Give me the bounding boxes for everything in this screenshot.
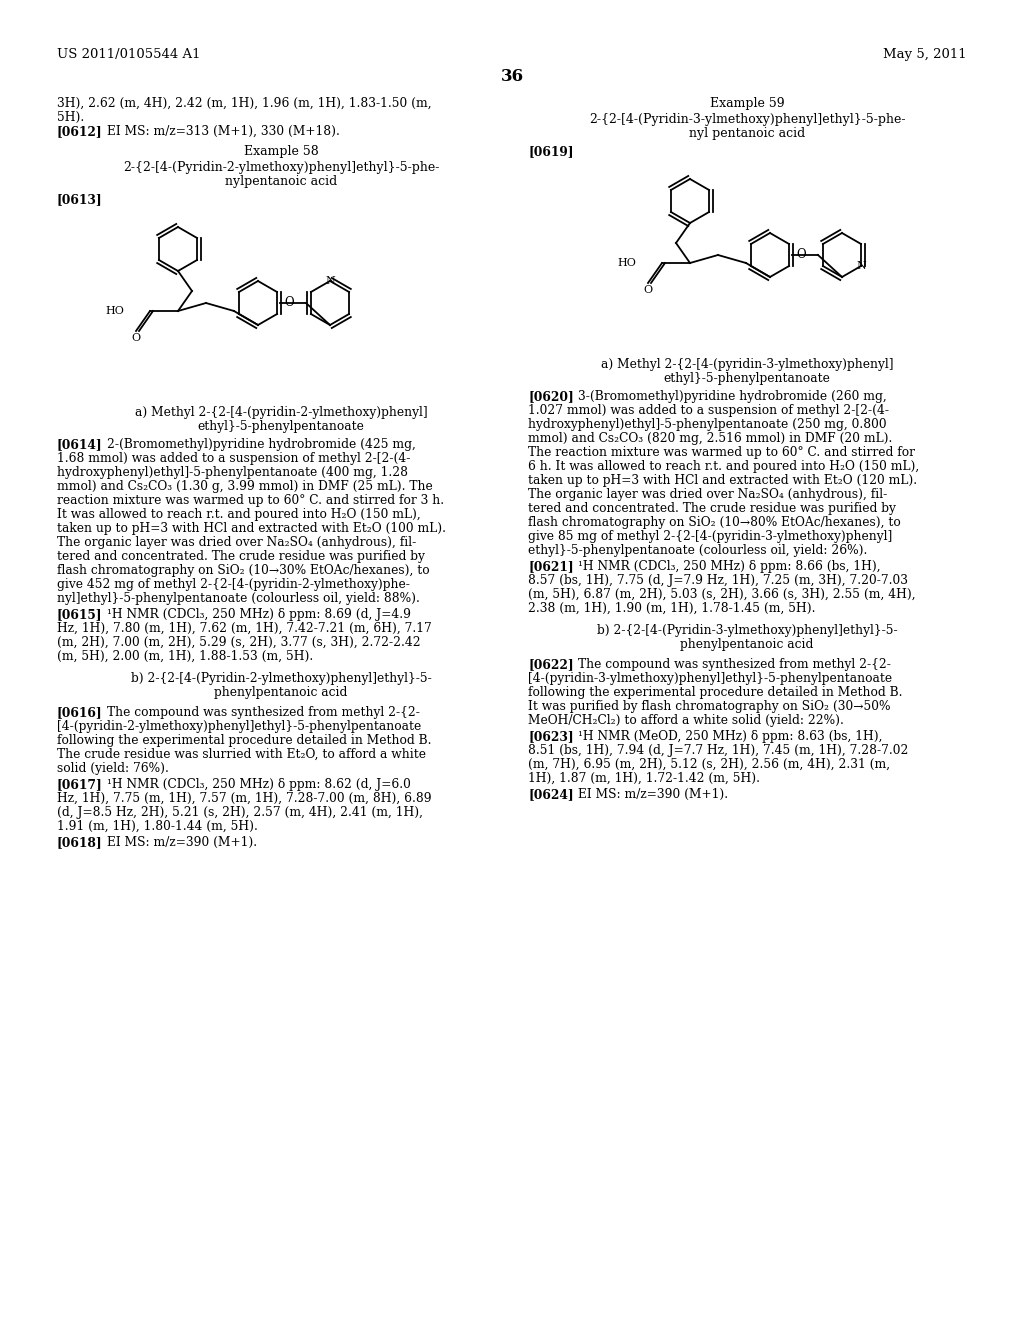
Text: O: O — [284, 297, 294, 309]
Text: The organic layer was dried over Na₂SO₄ (anhydrous), fil-: The organic layer was dried over Na₂SO₄ … — [57, 536, 416, 549]
Text: Example 59: Example 59 — [710, 96, 784, 110]
Text: 2-{2-[4-(Pyridin-2-ylmethoxy)phenyl]ethyl}-5-phe-: 2-{2-[4-(Pyridin-2-ylmethoxy)phenyl]ethy… — [123, 161, 439, 174]
Text: mmol) and Cs₂CO₃ (820 mg, 2.516 mmol) in DMF (20 mL).: mmol) and Cs₂CO₃ (820 mg, 2.516 mmol) in… — [528, 432, 892, 445]
Text: 8.51 (bs, 1H), 7.94 (d, J=7.7 Hz, 1H), 7.45 (m, 1H), 7.28-7.02: 8.51 (bs, 1H), 7.94 (d, J=7.7 Hz, 1H), 7… — [528, 744, 908, 756]
Text: solid (yield: 76%).: solid (yield: 76%). — [57, 762, 169, 775]
Text: 1.91 (m, 1H), 1.80-1.44 (m, 5H).: 1.91 (m, 1H), 1.80-1.44 (m, 5H). — [57, 820, 258, 833]
Text: [0614]: [0614] — [57, 438, 102, 451]
Text: The reaction mixture was warmed up to 60° C. and stirred for: The reaction mixture was warmed up to 60… — [528, 446, 915, 459]
Text: [0616]: [0616] — [57, 706, 102, 719]
Text: [0618]: [0618] — [57, 836, 102, 849]
Text: nylpentanoic acid: nylpentanoic acid — [225, 176, 337, 187]
Text: a) Methyl 2-{2-[4-(pyridin-2-ylmethoxy)phenyl]: a) Methyl 2-{2-[4-(pyridin-2-ylmethoxy)p… — [135, 407, 427, 418]
Text: HO: HO — [105, 306, 124, 315]
Text: tered and concentrated. The crude residue was purified by: tered and concentrated. The crude residu… — [57, 550, 425, 564]
Text: 1.027 mmol) was added to a suspension of methyl 2-[2-(4-: 1.027 mmol) was added to a suspension of… — [528, 404, 889, 417]
Text: It was allowed to reach r.t. and poured into H₂O (150 mL),: It was allowed to reach r.t. and poured … — [57, 508, 421, 521]
Text: taken up to pH=3 with HCl and extracted with Et₂O (100 mL).: taken up to pH=3 with HCl and extracted … — [57, 521, 446, 535]
Text: mmol) and Cs₂CO₃ (1.30 g, 3.99 mmol) in DMF (25 mL). The: mmol) and Cs₂CO₃ (1.30 g, 3.99 mmol) in … — [57, 480, 433, 492]
Text: The compound was synthesized from methyl 2-{2-: The compound was synthesized from methyl… — [106, 706, 420, 719]
Text: flash chromatography on SiO₂ (10→30% EtOAc/hexanes), to: flash chromatography on SiO₂ (10→30% EtO… — [57, 564, 430, 577]
Text: ethyl}-5-phenylpentanoate: ethyl}-5-phenylpentanoate — [664, 372, 830, 385]
Text: give 452 mg of methyl 2-{2-[4-(pyridin-2-ylmethoxy)phe-: give 452 mg of methyl 2-{2-[4-(pyridin-2… — [57, 578, 410, 591]
Text: [0613]: [0613] — [57, 193, 102, 206]
Text: 2.38 (m, 1H), 1.90 (m, 1H), 1.78-1.45 (m, 5H).: 2.38 (m, 1H), 1.90 (m, 1H), 1.78-1.45 (m… — [528, 602, 815, 615]
Text: [0617]: [0617] — [57, 777, 102, 791]
Text: The crude residue was slurried with Et₂O, to afford a white: The crude residue was slurried with Et₂O… — [57, 748, 426, 762]
Text: reaction mixture was warmed up to 60° C. and stirred for 3 h.: reaction mixture was warmed up to 60° C.… — [57, 494, 444, 507]
Text: ¹H NMR (MeOD, 250 MHz) δ ppm: 8.63 (bs, 1H),: ¹H NMR (MeOD, 250 MHz) δ ppm: 8.63 (bs, … — [578, 730, 883, 743]
Text: tered and concentrated. The crude residue was purified by: tered and concentrated. The crude residu… — [528, 502, 896, 515]
Text: (m, 5H), 6.87 (m, 2H), 5.03 (s, 2H), 3.66 (s, 3H), 2.55 (m, 4H),: (m, 5H), 6.87 (m, 2H), 5.03 (s, 2H), 3.6… — [528, 587, 915, 601]
Text: 6 h. It was allowed to reach r.t. and poured into H₂O (150 mL),: 6 h. It was allowed to reach r.t. and po… — [528, 459, 920, 473]
Text: 1H), 1.87 (m, 1H), 1.72-1.42 (m, 5H).: 1H), 1.87 (m, 1H), 1.72-1.42 (m, 5H). — [528, 772, 760, 785]
Text: US 2011/0105544 A1: US 2011/0105544 A1 — [57, 48, 201, 61]
Text: ¹H NMR (CDCl₃, 250 MHz) δ ppm: 8.69 (d, J=4.9: ¹H NMR (CDCl₃, 250 MHz) δ ppm: 8.69 (d, … — [106, 609, 411, 620]
Text: [0623]: [0623] — [528, 730, 573, 743]
Text: a) Methyl 2-{2-[4-(pyridin-3-ylmethoxy)phenyl]: a) Methyl 2-{2-[4-(pyridin-3-ylmethoxy)p… — [601, 358, 893, 371]
Text: 2-(Bromomethyl)pyridine hydrobromide (425 mg,: 2-(Bromomethyl)pyridine hydrobromide (42… — [106, 438, 416, 451]
Text: nyl pentanoic acid: nyl pentanoic acid — [689, 127, 805, 140]
Text: MeOH/CH₂Cl₂) to afford a white solid (yield: 22%).: MeOH/CH₂Cl₂) to afford a white solid (yi… — [528, 714, 844, 727]
Text: The organic layer was dried over Na₂SO₄ (anhydrous), fil-: The organic layer was dried over Na₂SO₄ … — [528, 488, 887, 502]
Text: phenylpentanoic acid: phenylpentanoic acid — [214, 686, 348, 700]
Text: 3-(Bromomethyl)pyridine hydrobromide (260 mg,: 3-(Bromomethyl)pyridine hydrobromide (26… — [578, 389, 887, 403]
Text: phenylpentanoic acid: phenylpentanoic acid — [680, 638, 814, 651]
Text: EI MS: m/z=313 (M+1), 330 (M+18).: EI MS: m/z=313 (M+1), 330 (M+18). — [106, 125, 340, 139]
Text: give 85 mg of methyl 2-{2-[4-(pyridin-3-ylmethoxy)phenyl]: give 85 mg of methyl 2-{2-[4-(pyridin-3-… — [528, 531, 892, 543]
Text: [0619]: [0619] — [528, 145, 573, 158]
Text: 3H), 2.62 (m, 4H), 2.42 (m, 1H), 1.96 (m, 1H), 1.83-1.50 (m,: 3H), 2.62 (m, 4H), 2.42 (m, 1H), 1.96 (m… — [57, 96, 432, 110]
Text: O: O — [796, 248, 806, 261]
Text: (m, 7H), 6.95 (m, 2H), 5.12 (s, 2H), 2.56 (m, 4H), 2.31 (m,: (m, 7H), 6.95 (m, 2H), 5.12 (s, 2H), 2.5… — [528, 758, 890, 771]
Text: 8.57 (bs, 1H), 7.75 (d, J=7.9 Hz, 1H), 7.25 (m, 3H), 7.20-7.03: 8.57 (bs, 1H), 7.75 (d, J=7.9 Hz, 1H), 7… — [528, 574, 908, 587]
Text: [4-(pyridin-3-ylmethoxy)phenyl]ethyl}-5-phenylpentanoate: [4-(pyridin-3-ylmethoxy)phenyl]ethyl}-5-… — [528, 672, 892, 685]
Text: ethyl}-5-phenylpentanoate: ethyl}-5-phenylpentanoate — [198, 420, 365, 433]
Text: Hz, 1H), 7.75 (m, 1H), 7.57 (m, 1H), 7.28-7.00 (m, 8H), 6.89: Hz, 1H), 7.75 (m, 1H), 7.57 (m, 1H), 7.2… — [57, 792, 432, 805]
Text: [0621]: [0621] — [528, 560, 573, 573]
Text: 5H).: 5H). — [57, 111, 84, 124]
Text: b) 2-{2-[4-(Pyridin-3-ylmethoxy)phenyl]ethyl}-5-: b) 2-{2-[4-(Pyridin-3-ylmethoxy)phenyl]e… — [597, 624, 897, 638]
Text: ¹H NMR (CDCl₃, 250 MHz) δ ppm: 8.66 (bs, 1H),: ¹H NMR (CDCl₃, 250 MHz) δ ppm: 8.66 (bs,… — [578, 560, 881, 573]
Text: [0612]: [0612] — [57, 125, 102, 139]
Text: HO: HO — [617, 257, 636, 268]
Text: (m, 2H), 7.00 (m, 2H), 5.29 (s, 2H), 3.77 (s, 3H), 2.72-2.42: (m, 2H), 7.00 (m, 2H), 5.29 (s, 2H), 3.7… — [57, 636, 421, 649]
Text: [4-(pyridin-2-ylmethoxy)phenyl]ethyl}-5-phenylpentanoate: [4-(pyridin-2-ylmethoxy)phenyl]ethyl}-5-… — [57, 719, 421, 733]
Text: following the experimental procedure detailed in Method B.: following the experimental procedure det… — [528, 686, 902, 700]
Text: nyl]ethyl}-5-phenylpentanoate (colourless oil, yield: 88%).: nyl]ethyl}-5-phenylpentanoate (colourles… — [57, 591, 420, 605]
Text: following the experimental procedure detailed in Method B.: following the experimental procedure det… — [57, 734, 431, 747]
Text: [0615]: [0615] — [57, 609, 102, 620]
Text: (d, J=8.5 Hz, 2H), 5.21 (s, 2H), 2.57 (m, 4H), 2.41 (m, 1H),: (d, J=8.5 Hz, 2H), 5.21 (s, 2H), 2.57 (m… — [57, 807, 423, 818]
Text: O: O — [131, 333, 140, 343]
Text: N: N — [856, 261, 866, 271]
Text: N: N — [326, 276, 335, 286]
Text: 2-{2-[4-(Pyridin-3-ylmethoxy)phenyl]ethyl}-5-phe-: 2-{2-[4-(Pyridin-3-ylmethoxy)phenyl]ethy… — [589, 114, 905, 125]
Text: [0620]: [0620] — [528, 389, 573, 403]
Text: Example 58: Example 58 — [244, 145, 318, 158]
Text: EI MS: m/z=390 (M+1).: EI MS: m/z=390 (M+1). — [578, 788, 728, 801]
Text: taken up to pH=3 with HCl and extracted with Et₂O (120 mL).: taken up to pH=3 with HCl and extracted … — [528, 474, 918, 487]
Text: (m, 5H), 2.00 (m, 1H), 1.88-1.53 (m, 5H).: (m, 5H), 2.00 (m, 1H), 1.88-1.53 (m, 5H)… — [57, 649, 313, 663]
Text: ethyl}-5-phenylpentanoate (colourless oil, yield: 26%).: ethyl}-5-phenylpentanoate (colourless oi… — [528, 544, 867, 557]
Text: 1.68 mmol) was added to a suspension of methyl 2-[2-(4-: 1.68 mmol) was added to a suspension of … — [57, 451, 411, 465]
Text: 36: 36 — [501, 69, 523, 84]
Text: b) 2-{2-[4-(Pyridin-2-ylmethoxy)phenyl]ethyl}-5-: b) 2-{2-[4-(Pyridin-2-ylmethoxy)phenyl]e… — [131, 672, 431, 685]
Text: It was purified by flash chromatography on SiO₂ (30→50%: It was purified by flash chromatography … — [528, 700, 891, 713]
Text: ¹H NMR (CDCl₃, 250 MHz) δ ppm: 8.62 (d, J=6.0: ¹H NMR (CDCl₃, 250 MHz) δ ppm: 8.62 (d, … — [106, 777, 411, 791]
Text: May 5, 2011: May 5, 2011 — [884, 48, 967, 61]
Text: flash chromatography on SiO₂ (10→80% EtOAc/hexanes), to: flash chromatography on SiO₂ (10→80% EtO… — [528, 516, 901, 529]
Text: O: O — [643, 285, 652, 294]
Text: [0622]: [0622] — [528, 657, 573, 671]
Text: hydroxyphenyl)ethyl]-5-phenylpentanoate (400 mg, 1.28: hydroxyphenyl)ethyl]-5-phenylpentanoate … — [57, 466, 408, 479]
Text: The compound was synthesized from methyl 2-{2-: The compound was synthesized from methyl… — [578, 657, 891, 671]
Text: hydroxyphenyl)ethyl]-5-phenylpentanoate (250 mg, 0.800: hydroxyphenyl)ethyl]-5-phenylpentanoate … — [528, 418, 887, 432]
Text: [0624]: [0624] — [528, 788, 573, 801]
Text: Hz, 1H), 7.80 (m, 1H), 7.62 (m, 1H), 7.42-7.21 (m, 6H), 7.17: Hz, 1H), 7.80 (m, 1H), 7.62 (m, 1H), 7.4… — [57, 622, 432, 635]
Text: EI MS: m/z=390 (M+1).: EI MS: m/z=390 (M+1). — [106, 836, 257, 849]
